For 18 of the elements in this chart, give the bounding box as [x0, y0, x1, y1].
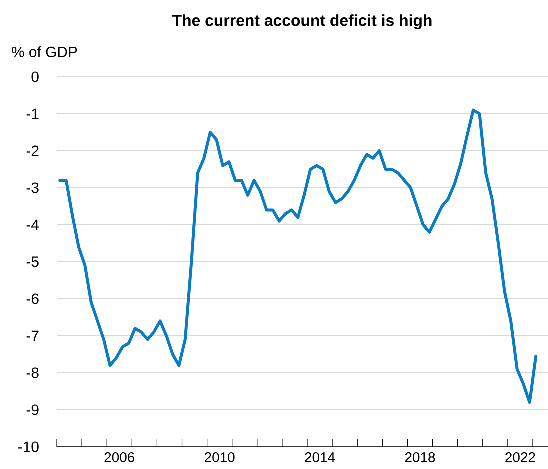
y-tick-label: -2 — [26, 146, 39, 156]
x-tick-label: 2010 — [205, 452, 235, 462]
y-axis-title: % of GDP — [12, 46, 78, 58]
chart-title: The current account deficit is high — [172, 14, 432, 30]
x-tick-label: 2018 — [405, 452, 436, 462]
x-tick-label: 2022 — [506, 452, 536, 462]
y-tick-label: -9 — [26, 404, 39, 416]
y-tick-label: -10 — [18, 442, 39, 452]
y-tick-label: -7 — [26, 330, 39, 342]
y-tick-label: -4 — [26, 220, 40, 230]
y-tick-label: -6 — [26, 294, 39, 304]
y-tick-label: -5 — [26, 256, 39, 268]
y-tick-label: -8 — [26, 368, 39, 378]
x-tick-label: 2014 — [305, 452, 336, 462]
x-tick-label: 2006 — [104, 452, 135, 462]
y-tick-label: 0 — [32, 72, 39, 82]
y-tick-label: -3 — [26, 182, 39, 194]
y-tick-label: -1 — [26, 108, 39, 120]
